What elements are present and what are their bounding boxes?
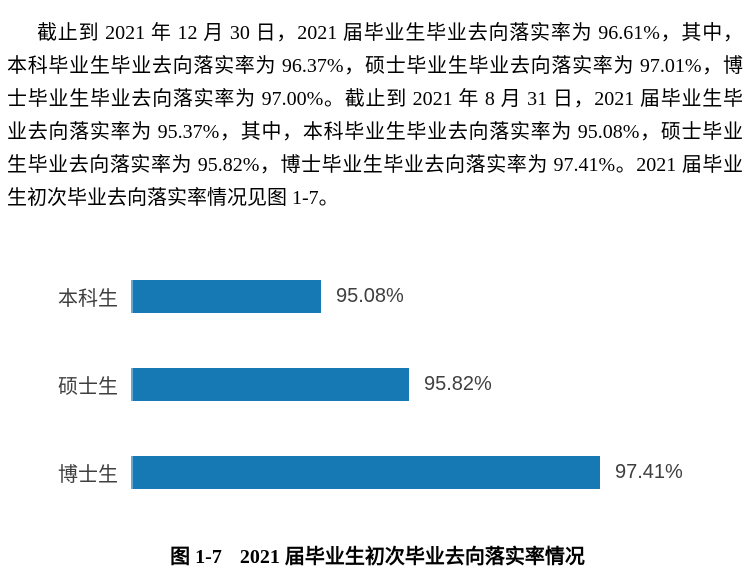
bar-row-master: 硕士生 95.82% <box>0 368 755 401</box>
bar-row-undergraduate: 本科生 95.08% <box>0 280 755 313</box>
figure-caption: 图 1-7 2021 届毕业生初次毕业去向落实率情况 <box>0 540 755 569</box>
value-label-master: 95.82% <box>424 373 492 395</box>
value-label-undergraduate: 95.08% <box>336 285 404 307</box>
paragraph-line: 业去向落实率为 95.37%，其中，本科毕业生毕业去向落实率为 95.08%，硕… <box>7 121 743 143</box>
category-label-doctor: 博士生 <box>58 464 118 486</box>
paragraph-line: 生毕业去向落实率为 95.82%，博士毕业生毕业去向落实率为 97.41%。20… <box>7 154 743 176</box>
figure-number: 图 1-7 <box>170 546 222 568</box>
figure-title: 2021 届毕业生初次毕业去向落实率情况 <box>239 546 585 568</box>
paragraph-line: 士毕业生毕业去向落实率为 97.00%。截止到 2021 年 8 月 31 日，… <box>7 88 743 110</box>
bar-master <box>131 368 409 401</box>
paragraph-line: 截止到 2021 年 12 月 30 日，2021 届毕业生毕业去向落实率为 9… <box>37 22 743 44</box>
bar-undergraduate <box>131 280 321 313</box>
body-paragraph: 截止到 2021 年 12 月 30 日，2021 届毕业生毕业去向落实率为 9… <box>7 17 743 215</box>
category-label-undergraduate: 本科生 <box>58 288 118 310</box>
category-label-master: 硕士生 <box>58 376 118 398</box>
bar-row-doctor: 博士生 97.41% <box>0 456 755 489</box>
paragraph-line: 生初次毕业去向落实率情况见图 1-7。 <box>7 187 339 209</box>
bar-doctor <box>131 456 600 489</box>
bar-chart: 本科生 95.08% 硕士生 95.82% 博士生 97.41% <box>0 280 755 544</box>
value-label-doctor: 97.41% <box>615 461 683 483</box>
paragraph-line: 本科毕业生毕业去向落实率为 96.37%，硕士毕业生毕业去向落实率为 97.01… <box>7 55 743 77</box>
